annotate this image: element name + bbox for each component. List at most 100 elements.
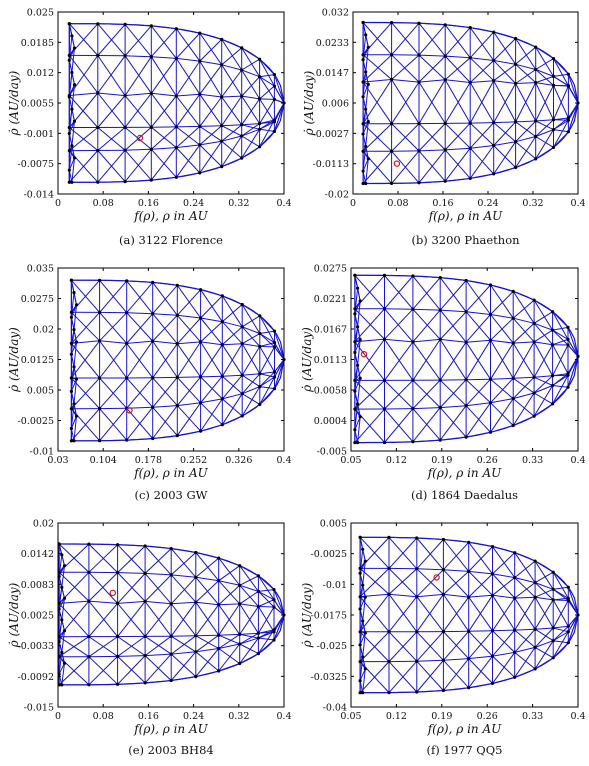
mesh-node bbox=[175, 375, 179, 379]
mesh-node bbox=[566, 343, 570, 347]
mesh-edge bbox=[533, 322, 553, 331]
mesh-node bbox=[220, 294, 224, 298]
mesh-edge bbox=[152, 313, 178, 345]
mesh-edge bbox=[199, 125, 222, 142]
mesh-edge bbox=[68, 47, 75, 61]
mesh-node bbox=[361, 619, 365, 623]
mesh-edge bbox=[218, 580, 240, 586]
mesh-node bbox=[272, 129, 276, 133]
mesh-edge bbox=[492, 552, 516, 575]
mesh-node bbox=[356, 402, 360, 406]
mesh-node bbox=[443, 179, 447, 183]
mesh-node bbox=[513, 596, 517, 600]
mesh-edge bbox=[412, 275, 441, 311]
mesh-node bbox=[353, 441, 357, 445]
mesh-edge bbox=[416, 660, 444, 691]
mesh-node bbox=[353, 407, 357, 411]
mesh-edge bbox=[99, 408, 128, 441]
mesh-edge bbox=[257, 606, 275, 633]
mesh-node bbox=[464, 310, 468, 314]
mesh-edge bbox=[468, 655, 493, 689]
mesh-edge bbox=[221, 69, 243, 98]
mesh-edge bbox=[61, 587, 65, 599]
mesh-edge bbox=[469, 27, 495, 61]
mesh-node bbox=[534, 67, 538, 72]
mesh-edge bbox=[493, 122, 516, 143]
mesh-node bbox=[566, 630, 570, 634]
mesh-edge bbox=[195, 557, 220, 578]
mesh-edge bbox=[492, 629, 516, 657]
mesh-edge bbox=[535, 82, 554, 86]
mesh-edge bbox=[490, 342, 514, 380]
mesh-node bbox=[358, 643, 362, 647]
mesh-edge bbox=[71, 108, 75, 122]
y-tick-label: -0.04 bbox=[323, 703, 347, 714]
mesh-edge bbox=[126, 312, 154, 342]
mesh-edge bbox=[144, 603, 172, 637]
mesh-edge bbox=[535, 69, 554, 77]
mesh-node bbox=[468, 146, 472, 150]
mesh-edge bbox=[567, 587, 579, 616]
y-tick-label: 0.005 bbox=[320, 519, 347, 530]
mesh-node bbox=[358, 338, 362, 342]
mesh-edge bbox=[533, 344, 554, 378]
y-tick-label: 0.032 bbox=[322, 8, 349, 19]
mesh-node bbox=[198, 143, 202, 147]
mesh-edge bbox=[61, 554, 65, 566]
mesh-node bbox=[513, 576, 517, 580]
mesh-edge bbox=[258, 629, 275, 639]
mesh-edge bbox=[357, 300, 361, 327]
mesh-node bbox=[566, 116, 571, 120]
mesh-node bbox=[411, 274, 415, 278]
mesh-node bbox=[566, 598, 570, 603]
mesh-edge bbox=[444, 79, 471, 124]
mesh-edge bbox=[259, 346, 275, 375]
mesh-node bbox=[174, 125, 178, 129]
mesh-edge bbox=[152, 343, 178, 379]
mesh-node bbox=[353, 389, 357, 393]
y-tick-label: -0.0113 bbox=[313, 159, 349, 170]
mesh-node bbox=[143, 681, 147, 685]
mesh-a bbox=[67, 22, 286, 184]
mesh-edge bbox=[152, 313, 178, 316]
mesh-node bbox=[382, 440, 387, 445]
mesh-edge bbox=[170, 603, 197, 637]
mesh-node bbox=[443, 78, 447, 82]
mesh-edge bbox=[273, 614, 285, 641]
mesh-edge bbox=[567, 614, 579, 643]
mesh-node bbox=[514, 36, 518, 41]
mesh-edge bbox=[200, 341, 223, 346]
mesh-node bbox=[62, 596, 67, 600]
mesh-node bbox=[361, 53, 365, 57]
mesh-node bbox=[258, 402, 262, 406]
mesh-edge bbox=[71, 121, 75, 146]
mesh-node bbox=[356, 363, 360, 367]
mesh-edge bbox=[470, 145, 494, 149]
mesh-node bbox=[534, 157, 538, 161]
mesh-edge bbox=[384, 338, 413, 343]
mesh-edge bbox=[412, 309, 441, 343]
mesh-node bbox=[361, 122, 365, 126]
mesh-edge bbox=[552, 329, 569, 340]
mesh-edge bbox=[534, 640, 554, 648]
mesh-edge bbox=[362, 54, 392, 80]
mesh-node bbox=[74, 340, 79, 344]
mesh-edge bbox=[412, 308, 441, 340]
mesh-node bbox=[62, 629, 67, 633]
mesh-edge bbox=[444, 82, 471, 124]
mesh-node bbox=[272, 73, 276, 77]
mesh-edge bbox=[176, 377, 201, 404]
mesh-edge bbox=[553, 627, 569, 633]
mesh-node bbox=[364, 33, 368, 37]
mesh-node bbox=[238, 661, 242, 666]
mesh-node bbox=[151, 339, 155, 343]
x-tick-label: 0.26 bbox=[477, 455, 498, 466]
mesh-edge bbox=[418, 79, 446, 124]
x-tick-label: 0.08 bbox=[387, 198, 408, 209]
mesh-edge bbox=[535, 82, 554, 120]
mesh-edge bbox=[439, 309, 467, 343]
mesh-edge bbox=[88, 571, 118, 604]
mesh-node bbox=[67, 168, 71, 172]
mesh-edge bbox=[150, 93, 177, 128]
mesh-edge bbox=[388, 661, 418, 693]
